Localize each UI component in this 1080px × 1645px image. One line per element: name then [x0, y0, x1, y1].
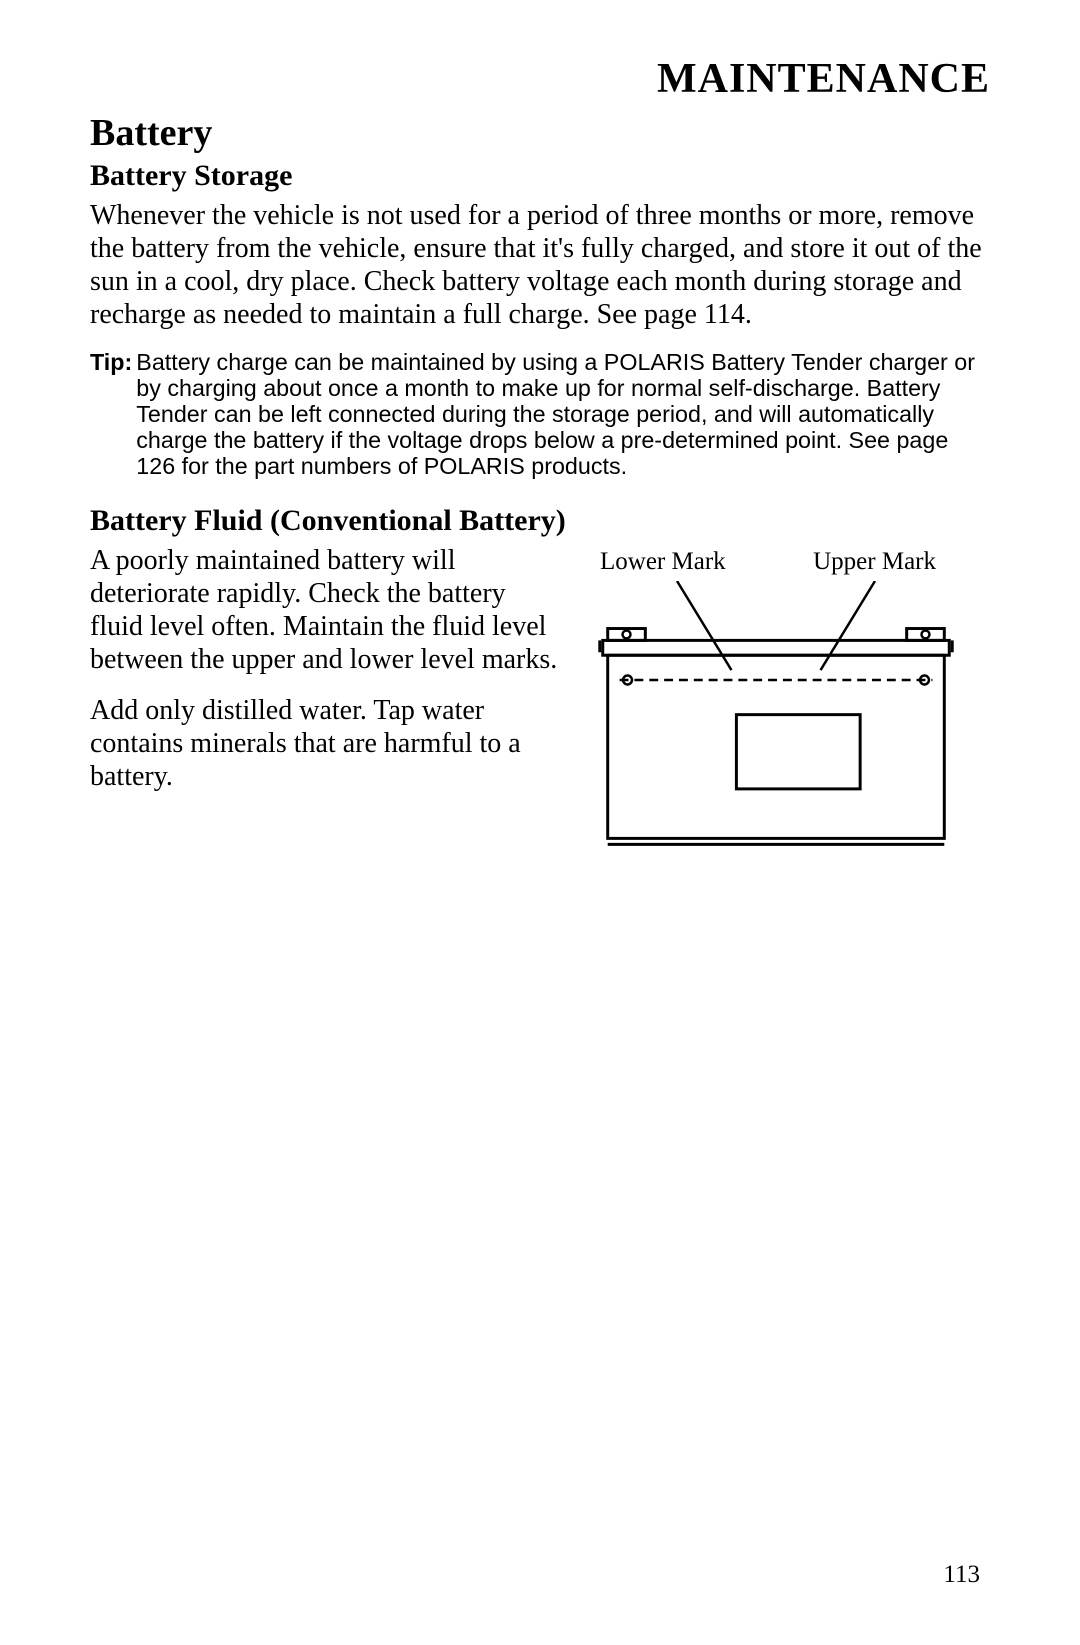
- battery-diagram-icon: [578, 581, 974, 858]
- fluid-paragraph-1: A poorly maintained battery will deterio…: [90, 544, 558, 676]
- lower-mark-label: Lower Mark: [600, 548, 726, 576]
- subsection-storage-title: Battery Storage: [90, 159, 990, 193]
- battery-figure: Lower Mark Upper Mark: [578, 544, 974, 864]
- chapter-title: MAINTENANCE: [90, 55, 990, 103]
- section-title: Battery: [90, 111, 990, 155]
- fluid-text-column: A poorly maintained battery will deterio…: [90, 544, 558, 811]
- tip-block: Tip: Battery charge can be maintained by…: [90, 349, 990, 479]
- upper-mark-label: Upper Mark: [813, 548, 936, 576]
- storage-paragraph: Whenever the vehicle is not used for a p…: [90, 199, 990, 331]
- subsection-fluid-title: Battery Fluid (Conventional Battery): [90, 504, 990, 538]
- tip-label: Tip:: [90, 349, 136, 479]
- tip-text: Battery charge can be maintained by usin…: [136, 349, 990, 479]
- fluid-paragraph-2: Add only distilled water. Tap water cont…: [90, 694, 558, 793]
- page-number: 113: [943, 1561, 980, 1589]
- fluid-section: A poorly maintained battery will deterio…: [90, 544, 990, 864]
- figure-labels: Lower Mark Upper Mark: [578, 548, 974, 576]
